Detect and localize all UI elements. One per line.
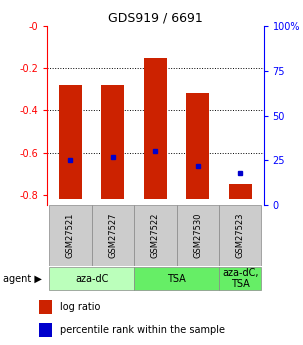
Bar bbox=[59, 85, 82, 199]
Bar bbox=[134, 205, 177, 266]
Text: aza-dC,
TSA: aza-dC, TSA bbox=[222, 268, 258, 289]
Text: TSA: TSA bbox=[167, 274, 186, 284]
Text: GSM27521: GSM27521 bbox=[66, 213, 75, 258]
Bar bbox=[186, 93, 209, 199]
Bar bbox=[49, 205, 92, 266]
Bar bbox=[219, 267, 261, 290]
Text: GSM27530: GSM27530 bbox=[193, 213, 202, 258]
Text: aza-dC: aza-dC bbox=[75, 274, 108, 284]
Bar bbox=[228, 184, 252, 199]
Text: GSM27523: GSM27523 bbox=[236, 213, 245, 258]
Bar bbox=[39, 300, 52, 314]
Title: GDS919 / 6691: GDS919 / 6691 bbox=[108, 12, 203, 25]
Text: GSM27522: GSM27522 bbox=[151, 213, 160, 258]
Bar bbox=[101, 85, 125, 199]
Bar bbox=[144, 58, 167, 199]
Text: log ratio: log ratio bbox=[60, 302, 100, 312]
Bar bbox=[177, 205, 219, 266]
Text: agent ▶: agent ▶ bbox=[3, 274, 42, 284]
Text: GSM27527: GSM27527 bbox=[108, 213, 117, 258]
Bar bbox=[219, 205, 261, 266]
Bar bbox=[134, 267, 219, 290]
Text: percentile rank within the sample: percentile rank within the sample bbox=[60, 325, 225, 335]
Bar bbox=[49, 267, 134, 290]
Bar bbox=[92, 205, 134, 266]
Bar bbox=[39, 323, 52, 337]
